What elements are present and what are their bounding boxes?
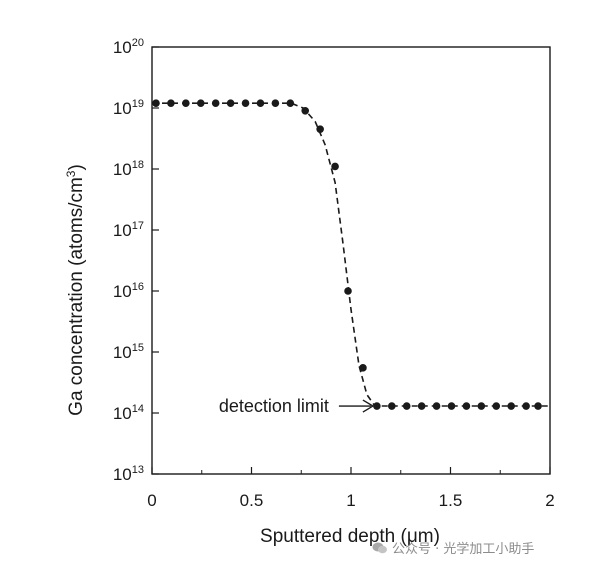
- plot-area: [151, 46, 551, 475]
- x-tick-label: 1: [346, 491, 355, 510]
- watermark-text: 公众号 · 光学加工小助手: [392, 542, 535, 557]
- data-point: [286, 99, 295, 107]
- data-point: [344, 287, 352, 295]
- y-tick-label: 1020: [113, 37, 144, 57]
- y-axis-title: Ga concentration (atoms/cm3): [64, 164, 87, 416]
- data-point: [301, 106, 310, 115]
- y-axis-title-prefix: Ga concentration (atoms/cm: [66, 177, 87, 416]
- y-tick-label: 1014: [113, 403, 144, 423]
- data-point: [492, 402, 501, 410]
- y-tick-base: 10: [113, 221, 132, 240]
- data-point: [196, 99, 205, 107]
- data-point: [522, 402, 530, 410]
- x-axis: 0 0.5 1 1.5 2: [147, 467, 555, 510]
- y-tick-exponent: 17: [132, 220, 144, 232]
- y-tick-base: 10: [113, 343, 132, 362]
- data-point: [152, 99, 160, 107]
- y-tick-base: 10: [113, 99, 132, 118]
- series-layer: [152, 99, 550, 410]
- y-tick-exponent: 14: [132, 403, 144, 415]
- x-tick-label: 1.5: [439, 491, 463, 510]
- data-point: [241, 99, 250, 107]
- data-point: [462, 402, 471, 410]
- y-tick-label: 1016: [113, 281, 144, 301]
- y-tick-exponent: 20: [132, 37, 144, 49]
- data-point: [271, 99, 280, 107]
- y-tick-label: 1019: [113, 98, 144, 118]
- y-tick-exponent: 16: [132, 281, 144, 293]
- y-tick-base: 10: [113, 160, 132, 179]
- y-tick-base: 10: [113, 38, 132, 57]
- data-point: [477, 402, 486, 410]
- y-tick-exponent: 13: [132, 464, 144, 476]
- data-point: [182, 99, 190, 107]
- data-point: [507, 402, 515, 410]
- data-point: [226, 99, 235, 107]
- y-axis-title-suffix: ): [66, 164, 87, 170]
- annotation-layer: detection limit: [219, 396, 375, 416]
- data-point: [402, 402, 411, 410]
- x-tick-label: 0: [147, 491, 156, 510]
- y-tick-exponent: 19: [132, 98, 144, 110]
- fit-curve: [152, 102, 550, 407]
- data-point: [316, 125, 324, 133]
- data-point: [417, 402, 426, 410]
- x-tick-label: 2: [545, 491, 554, 510]
- y-tick-label: 1018: [113, 159, 144, 179]
- y-tick-label: 1015: [113, 342, 144, 362]
- data-point: [447, 402, 456, 410]
- data-point: [534, 402, 542, 410]
- data-point: [167, 99, 175, 107]
- y-tick-label: 1013: [113, 464, 144, 484]
- x-axis-title: Sputtered depth (μm): [260, 526, 440, 547]
- annotation-label: detection limit: [219, 396, 329, 416]
- y-tick-base: 10: [113, 282, 132, 301]
- wechat-icon: [372, 542, 387, 553]
- data-point: [331, 162, 339, 171]
- plot-frame: [151, 46, 551, 475]
- watermark: 公众号 · 光学加工小助手: [372, 538, 534, 557]
- y-tick-base: 10: [113, 465, 132, 484]
- y-tick-base: 10: [113, 404, 132, 423]
- data-point: [211, 99, 220, 107]
- data-point: [373, 402, 381, 410]
- y-tick-label: 1017: [113, 220, 144, 240]
- data-point: [256, 99, 265, 107]
- y-axis-title-sup: 3: [64, 170, 78, 177]
- data-point: [359, 364, 367, 372]
- data-point: [432, 402, 441, 410]
- y-tick-exponent: 18: [132, 159, 144, 171]
- annotation-arrow-head: [362, 399, 375, 413]
- data-point: [387, 402, 396, 410]
- y-tick-exponent: 15: [132, 342, 144, 354]
- x-tick-label: 0.5: [240, 491, 264, 510]
